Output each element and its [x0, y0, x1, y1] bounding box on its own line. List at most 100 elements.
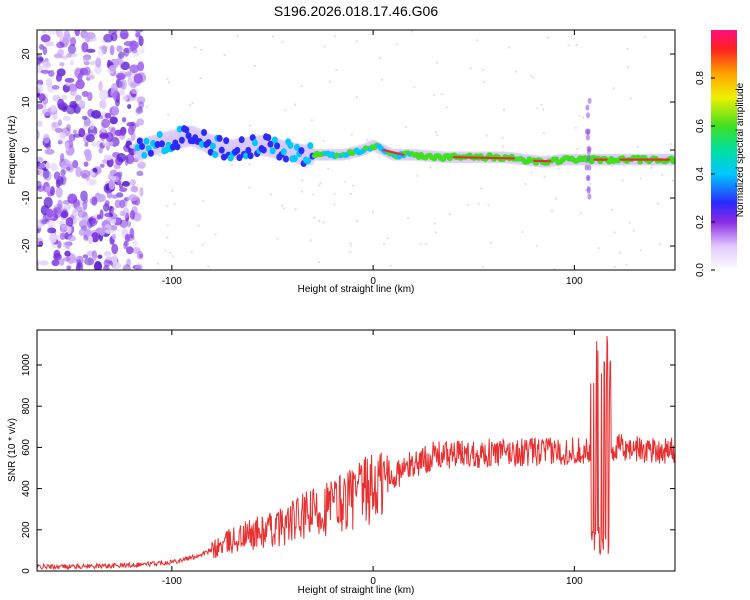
heatmap-noise-blob [59, 62, 65, 67]
heatmap-noise-blob [77, 72, 83, 83]
heatmap-noise-blob [131, 240, 139, 246]
heatmap-ridge-cell [205, 139, 212, 147]
heatmap-noise-blob [69, 89, 77, 97]
heatmap-faint-point [416, 174, 419, 177]
heatmap-faint-point [318, 261, 321, 264]
heatmap-noise-blob [57, 98, 65, 110]
heatmap-noise-blob [99, 45, 109, 51]
heatmap-faint-point [270, 193, 273, 196]
heatmap-faint-point [378, 56, 381, 59]
heatmap-faint-point [589, 182, 592, 185]
heatmap-noise-blob [83, 197, 89, 204]
heatmap-ridge-cell [251, 139, 258, 147]
heatmap-noise-blob [88, 75, 95, 80]
heatmap-disturbance [587, 164, 592, 171]
heatmap-disturbance [584, 164, 589, 171]
heatmap-noise-blob [129, 210, 136, 220]
heatmap-noise-blob [56, 41, 65, 49]
heatmap-noise-blob [89, 196, 98, 205]
heatmap-faint-point [197, 224, 200, 227]
heatmap-disturbance [587, 97, 592, 104]
heatmap-noise-blob [129, 64, 140, 74]
heatmap-faint-point [610, 209, 613, 212]
heatmap-faint-point [530, 74, 533, 77]
heatmap-noise-blob [84, 142, 89, 147]
heatmap-faint-point [194, 46, 197, 49]
heatmap-ridge-cell [269, 147, 276, 155]
heatmap-y-label: Frequency (Hz) [7, 116, 18, 185]
heatmap-noise-blob [45, 41, 55, 47]
heatmap-faint-point [434, 231, 437, 234]
heatmap-noise-blob [78, 219, 88, 229]
heatmap-faint-point [319, 182, 322, 185]
heatmap-noise-blob [76, 259, 82, 266]
heatmap-noise-blob [82, 211, 89, 222]
heatmap-x-label: Height of straight line (km) [298, 284, 415, 295]
heatmap-noise-blob [103, 154, 113, 161]
heatmap-noise-blob [49, 186, 55, 196]
heatmap-faint-point [333, 192, 336, 195]
heatmap-noise-blob [111, 233, 117, 240]
heatmap-noise-blob [139, 186, 144, 197]
heatmap-noise-blob [138, 101, 145, 109]
heatmap-noise-blob [109, 45, 115, 56]
heatmap-noise-blob [65, 33, 71, 43]
heatmap-noise-blob [51, 121, 60, 128]
heatmap-faint-point [619, 251, 622, 254]
heatmap-faint-point [501, 137, 504, 140]
heatmap-faint-point [613, 265, 616, 268]
heatmap-faint-point [294, 103, 297, 106]
heatmap-noise-blob [80, 219, 90, 231]
heatmap-noise-blob [135, 32, 141, 38]
heatmap-ridge-cell [243, 152, 250, 160]
heatmap-faint-point [530, 171, 533, 174]
heatmap-noise-blob [129, 227, 135, 239]
heatmap-ridge-cell [158, 140, 165, 148]
heatmap-noise-blob [110, 176, 117, 181]
heatmap-ridge-cell [147, 149, 154, 157]
heatmap-disturbance [584, 128, 589, 135]
heatmap-faint-point [141, 50, 144, 53]
heatmap-noise-blob [106, 189, 113, 199]
heatmap-faint-point [482, 68, 485, 71]
heatmap-faint-point [171, 255, 174, 258]
heatmap-noise-blob [75, 264, 84, 270]
heatmap-noise-blob [71, 208, 77, 219]
heatmap-faint-point [429, 166, 432, 169]
heatmap-faint-point [643, 36, 646, 39]
heatmap-faint-point [199, 77, 202, 80]
heatmap-faint-point [166, 205, 169, 208]
heatmap-noise-blob [127, 104, 132, 109]
heatmap-hot-segment [382, 148, 405, 156]
heatmap-faint-point [301, 179, 304, 182]
heatmap-faint-point [597, 247, 600, 250]
heatmap-noise-blob [65, 244, 71, 250]
heatmap-faint-point [625, 264, 628, 267]
heatmap-faint-point [628, 221, 631, 224]
heatmap-noise-blob [134, 30, 144, 33]
heatmap-faint-point [434, 130, 437, 133]
heatmap-noise-blob [65, 104, 76, 115]
heatmap-noise-blob [92, 167, 98, 173]
heatmap-noise-blob [91, 141, 97, 147]
heatmap-noise-blob [51, 111, 58, 121]
heatmap-noise-blob [62, 199, 71, 205]
heatmap-faint-point [466, 203, 469, 206]
heatmap-faint-point [312, 216, 315, 219]
heatmap-disturbance [585, 134, 590, 141]
heatmap-faint-point [349, 192, 352, 195]
heatmap-noise-blob [59, 153, 65, 163]
heatmap-noise-blob [122, 264, 131, 270]
x-tick-label: 0 [370, 276, 376, 287]
heatmap-faint-point [582, 116, 585, 119]
heatmap-ridge-cell [216, 134, 223, 142]
heatmap-faint-point [567, 44, 570, 47]
heatmap-faint-point [490, 241, 493, 244]
heatmap-faint-point [542, 108, 545, 111]
heatmap-noise-blob [78, 228, 85, 237]
heatmap-faint-point [248, 124, 251, 127]
heatmap-faint-point [191, 101, 194, 104]
heatmap-noise-blob [64, 77, 75, 83]
heatmap-ridge-cell [218, 146, 225, 154]
heatmap-ridge-cell [287, 141, 294, 149]
